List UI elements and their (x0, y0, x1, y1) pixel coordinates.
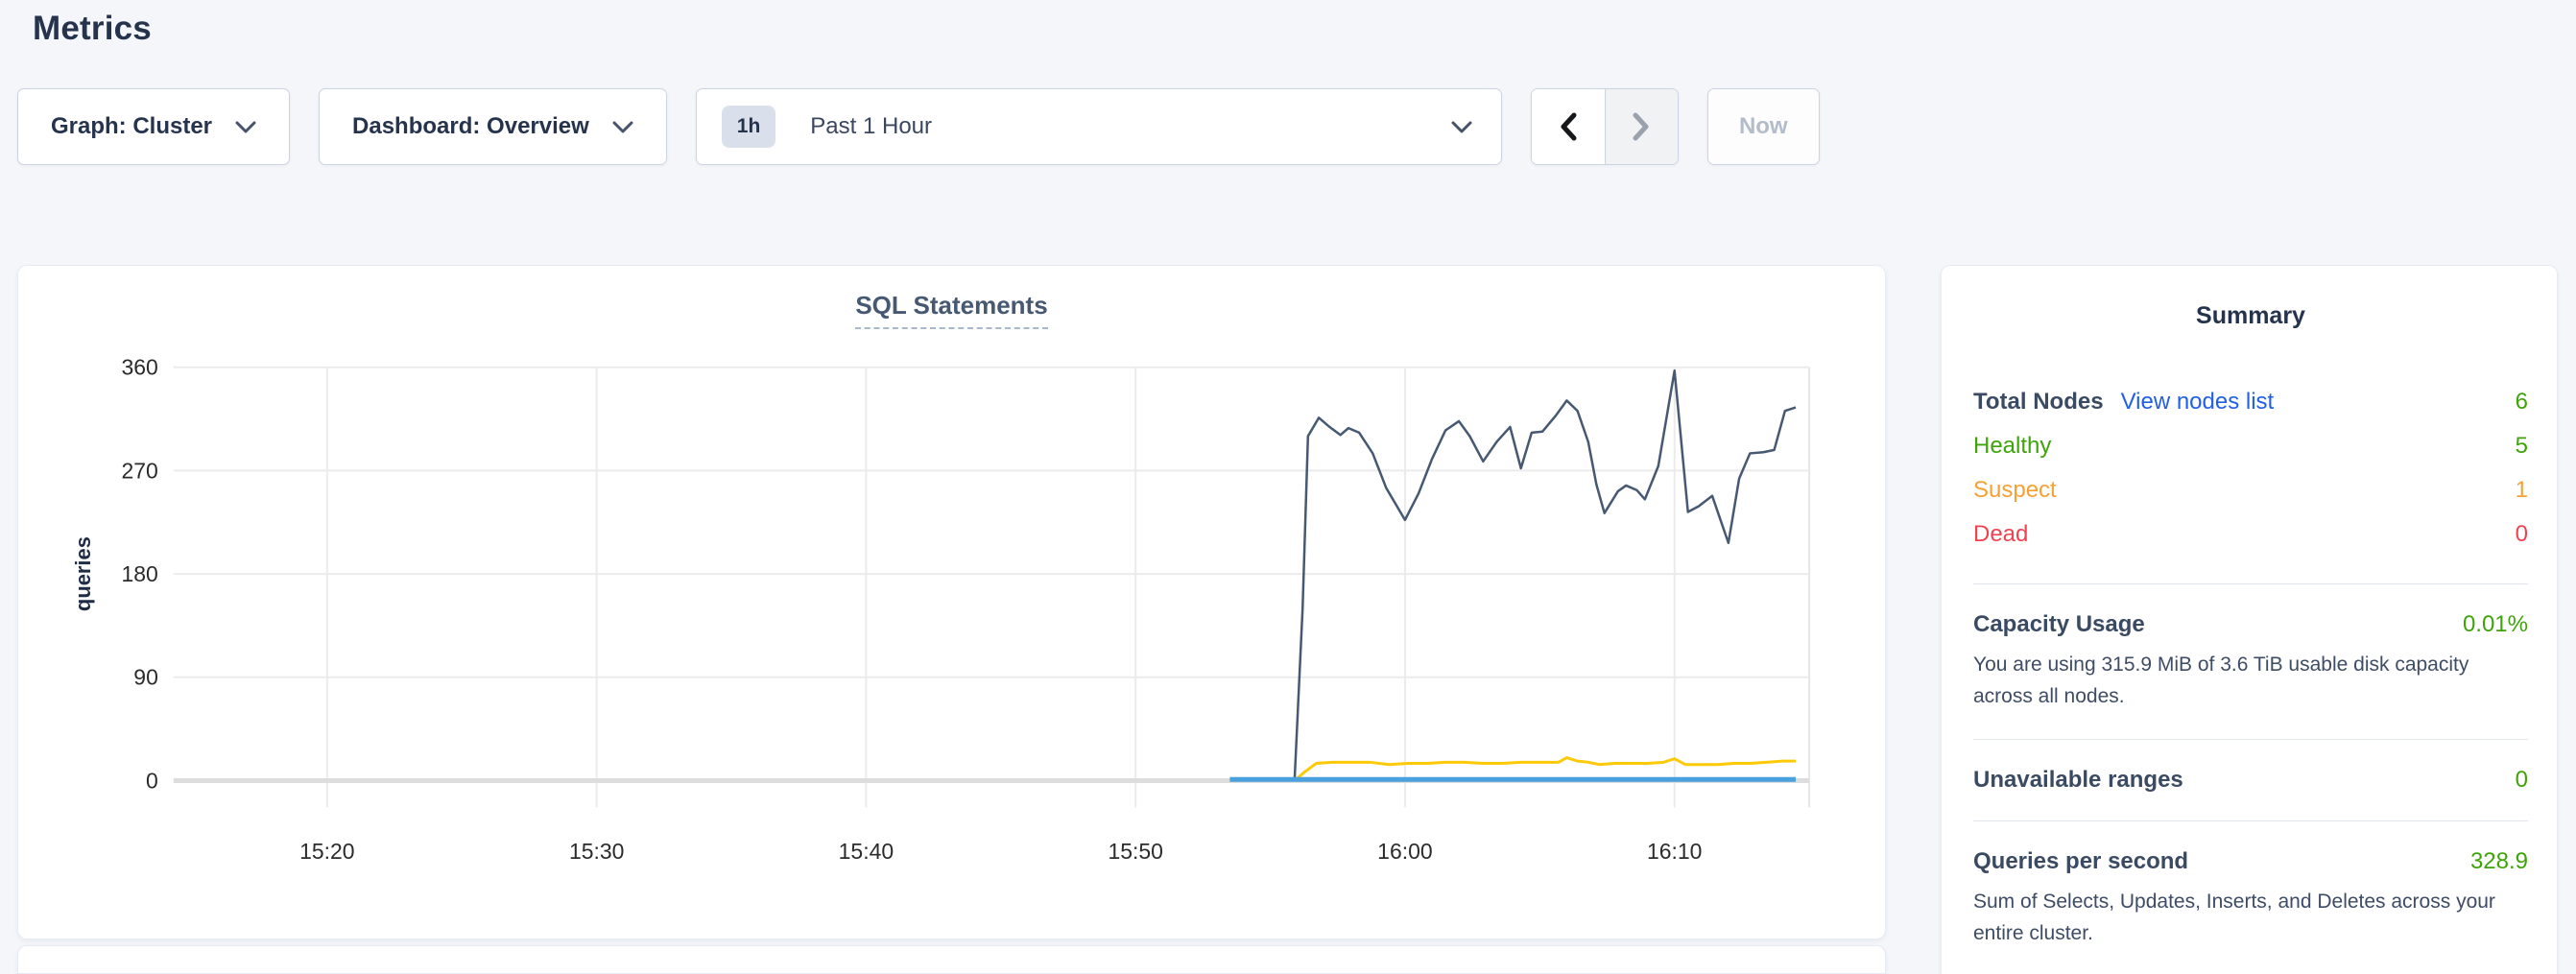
svg-text:16:10: 16:10 (1647, 839, 1702, 864)
chevron-down-icon (612, 121, 633, 132)
capacity-usage-label: Capacity Usage (1973, 611, 2145, 637)
suspect-label: Suspect (1973, 477, 2057, 503)
capacity-usage-section: Capacity Usage 0.01% You are using 315.9… (1973, 611, 2528, 712)
total-nodes-row: Total Nodes View nodes list 6 (1973, 380, 2528, 424)
dead-label: Dead (1973, 521, 2029, 547)
healthy-label: Healthy (1973, 433, 2052, 459)
svg-text:90: 90 (133, 665, 158, 690)
svg-text:180: 180 (122, 561, 158, 586)
metrics-toolbar: Graph: Cluster Dashboard: Overview 1h Pa… (17, 88, 2558, 165)
sql-statements-chart-card: SQL Statements 15:20 15:30 15:40 15:50 16:00… (17, 265, 1886, 939)
node-status-list: Total Nodes View nodes list 6 Healthy 5 … (1973, 380, 2528, 557)
svg-text:270: 270 (122, 458, 158, 483)
unavailable-ranges-value: 0 (2515, 767, 2528, 794)
healthy-value: 5 (2515, 433, 2528, 459)
healthy-nodes-row: Healthy 5 (1973, 424, 2528, 468)
view-nodes-list-link[interactable]: View nodes list (2120, 389, 2275, 415)
unavailable-ranges-label: Unavailable ranges (1973, 767, 2183, 794)
suspect-value: 1 (2515, 477, 2528, 503)
time-range-label: Past 1 Hour (810, 113, 933, 139)
chart-title[interactable]: SQL Statements (855, 291, 1048, 329)
queries-per-second-value: 328.9 (2469, 848, 2528, 875)
queries-per-second-description: Sum of Selects, Updates, Inserts, and De… (1973, 891, 2495, 944)
chevron-right-icon (1633, 112, 1649, 141)
time-range-selector[interactable]: 1h Past 1 Hour (695, 88, 1502, 165)
summary-title: Summary (2196, 302, 2305, 329)
svg-text:360: 360 (122, 355, 158, 380)
svg-text:15:20: 15:20 (299, 839, 354, 864)
dashboard-dropdown[interactable]: Dashboard: Overview (319, 88, 667, 165)
svg-text:15:40: 15:40 (839, 839, 894, 864)
capacity-usage-description: You are using 315.9 MiB of 3.6 TiB usabl… (1973, 653, 2469, 707)
time-window-pager (1530, 88, 1679, 165)
time-range-badge: 1h (721, 106, 776, 148)
capacity-usage-value: 0.01% (2462, 611, 2528, 637)
svg-text:15:50: 15:50 (1108, 839, 1162, 864)
dead-value: 0 (2515, 521, 2528, 547)
divider (1973, 820, 2528, 822)
svg-text:15:30: 15:30 (569, 839, 624, 864)
svg-text:16:00: 16:00 (1377, 839, 1432, 864)
dashboard-dropdown-label: Dashboard: Overview (352, 113, 589, 139)
suspect-nodes-row: Suspect 1 (1973, 468, 2528, 512)
metrics-content: SQL Statements 15:20 15:30 15:40 15:50 16:00… (17, 265, 2558, 974)
total-nodes-value: 6 (2515, 389, 2528, 415)
chevron-left-icon (1561, 112, 1577, 141)
now-button[interactable]: Now (1706, 88, 1820, 165)
summary-panel: Summary Total Nodes View nodes list 6 He… (1941, 265, 2558, 974)
graph-node-dropdown[interactable]: Graph: Cluster (17, 88, 291, 165)
svg-text:queries: queries (71, 536, 95, 611)
divider (1973, 739, 2528, 741)
chevron-down-icon (235, 121, 256, 132)
page-title: Metrics (33, 10, 152, 47)
dead-nodes-row: Dead 0 (1973, 512, 2528, 557)
unavailable-ranges-section: Unavailable ranges 0 (1973, 767, 2528, 794)
sql-statements-chart: 15:20 15:30 15:40 15:50 16:00 16:10 0 90 180 270 3… (71, 355, 1811, 864)
previous-time-window-button[interactable] (1531, 89, 1605, 164)
queries-per-second-section: Queries per second 328.9 Sum of Selects,… (1973, 848, 2528, 949)
total-nodes-label: Total Nodes (1973, 389, 2104, 415)
chevron-down-icon (1451, 121, 1472, 132)
divider (1973, 583, 2528, 584)
graph-dropdown-label: Graph: Cluster (51, 113, 213, 139)
next-time-window-button[interactable] (1604, 89, 1678, 164)
svg-text:0: 0 (146, 768, 158, 793)
queries-per-second-label: Queries per second (1973, 848, 2189, 875)
